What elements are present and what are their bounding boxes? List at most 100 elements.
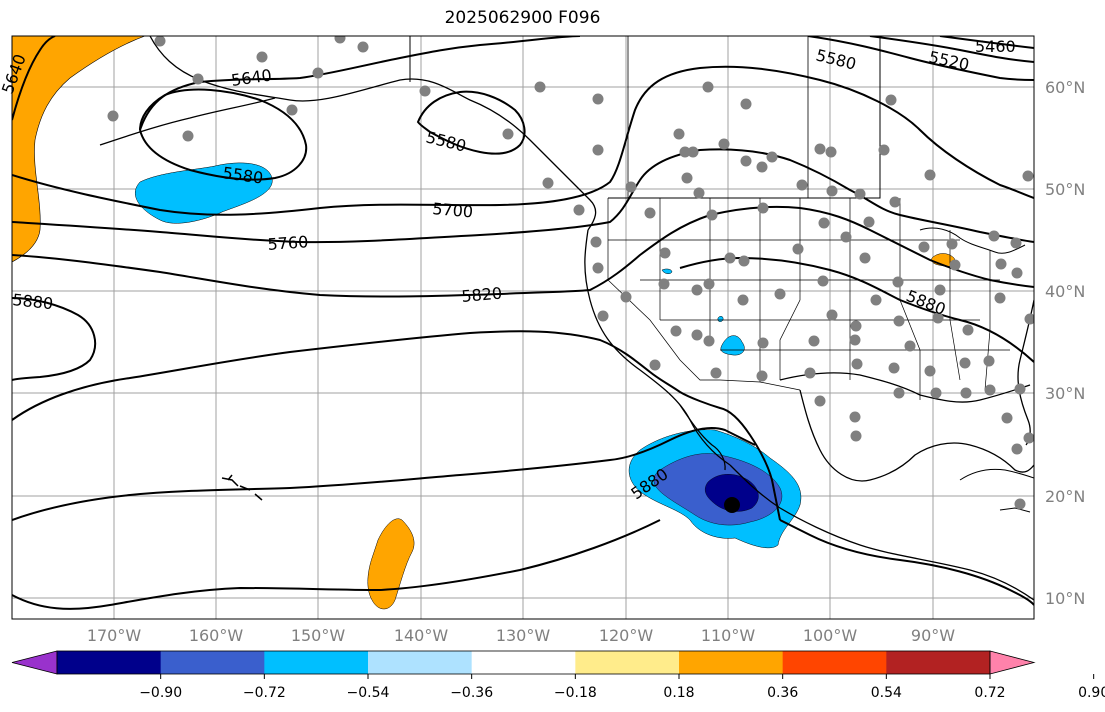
longitude-label: 170°W — [87, 626, 142, 645]
contour-5880-west — [12, 297, 97, 381]
contour-5580-closed-low — [139, 88, 308, 181]
contour-5760 — [12, 148, 1034, 244]
latitude-label: 50°N — [1045, 180, 1085, 199]
station-dot — [818, 217, 830, 229]
station-dot — [658, 278, 670, 290]
map-title: 2025062900 F096 — [444, 8, 601, 28]
colorbar-left-extension — [11, 650, 58, 675]
station-dot — [192, 73, 204, 85]
station-dot — [825, 146, 837, 158]
station-dot — [693, 187, 705, 199]
station-dot — [644, 207, 656, 219]
colorbar-segment — [264, 651, 369, 674]
station-dot — [182, 130, 194, 142]
latitude-label: 20°N — [1045, 487, 1085, 506]
contour-5460-5520 — [807, 36, 1034, 81]
station-dot — [892, 276, 904, 288]
station-dot — [1014, 498, 1026, 510]
station-dot — [893, 315, 905, 327]
station-dot — [724, 252, 736, 264]
station-dot — [502, 128, 514, 140]
station-dot — [988, 230, 1000, 242]
station-dot — [334, 36, 346, 44]
station-dot — [740, 98, 752, 110]
station-dot — [597, 310, 609, 322]
negative-anomaly-region-mexico-inner — [705, 474, 759, 512]
station-dot — [673, 128, 685, 140]
station-dot — [738, 255, 750, 267]
station-dot — [960, 387, 972, 399]
station-dot — [703, 335, 715, 347]
station-dot — [757, 337, 769, 349]
positive-anomaly-region-pacific — [367, 518, 415, 610]
station-dot — [849, 334, 861, 346]
station-dot — [1011, 443, 1023, 455]
station-dot — [851, 358, 863, 370]
longitude-label: 100°W — [803, 626, 858, 645]
contour-label: 5880 — [12, 290, 54, 313]
station-dot — [154, 36, 166, 47]
station-dot — [994, 292, 1006, 304]
contour-5820 — [12, 205, 1034, 298]
station-dot — [756, 370, 768, 382]
station-dot — [670, 325, 682, 337]
station-dot — [904, 340, 916, 352]
contour-label: 5460 — [975, 37, 1016, 56]
colorbar-segment — [782, 651, 887, 674]
contour-5640-northwest — [12, 36, 56, 121]
station-dot — [687, 146, 699, 158]
station-dot — [870, 294, 882, 306]
colorbar-tick-label: 0.54 — [871, 685, 902, 701]
station-dot — [808, 335, 820, 347]
station-dot — [949, 259, 961, 271]
station-markers — [107, 36, 1034, 510]
contour-5580-gulf — [416, 90, 526, 155]
colorbar-tick-label: −0.90 — [139, 685, 182, 701]
colorbar-frame — [56, 650, 991, 675]
station-dot — [286, 104, 298, 116]
colorbar-segment — [471, 651, 576, 674]
coastlines-and-borders — [99, 36, 1034, 601]
map-frame — [11, 35, 1035, 620]
contour-5880-mexico — [779, 519, 1034, 606]
station-dot — [984, 384, 996, 396]
station-dot — [766, 151, 778, 163]
station-dot — [918, 241, 930, 253]
station-dot — [814, 143, 826, 155]
contour-5880-main — [12, 330, 781, 521]
colorbar-segment — [679, 651, 784, 674]
station-dot — [826, 309, 838, 321]
station-dot — [1014, 383, 1026, 395]
station-dot — [625, 181, 637, 193]
station-dot — [702, 81, 714, 93]
station-dot — [679, 146, 691, 158]
latitude-label: 10°N — [1045, 589, 1085, 608]
longitude-label: 120°W — [599, 626, 654, 645]
station-dot — [718, 138, 730, 150]
colorbar-segment — [368, 651, 473, 674]
colorbar-tick-label: −0.54 — [347, 685, 390, 701]
station-dot — [703, 278, 715, 290]
station-dot — [983, 355, 995, 367]
colorbar-right-extension — [989, 650, 1036, 675]
station-dot — [737, 294, 749, 306]
station-dot — [804, 367, 816, 379]
colorbar-tick-labels: −0.90 −0.72 −0.54 −0.36 −0.18 0.18 0.36 0.54 0.7… — [139, 674, 1105, 701]
station-dot — [840, 231, 852, 243]
station-dot — [1024, 313, 1034, 325]
station-dot — [706, 209, 718, 221]
longitude-label: 150°W — [291, 626, 346, 645]
contour-pacific-south — [12, 519, 661, 610]
station-dot — [995, 258, 1007, 270]
station-dot — [592, 262, 604, 274]
station-dot — [863, 216, 875, 228]
station-dot — [796, 179, 808, 191]
station-dot — [357, 41, 369, 53]
station-dot — [826, 185, 838, 197]
station-dot — [542, 177, 554, 189]
contour-label: 5700 — [432, 199, 474, 221]
station-dot — [889, 196, 901, 208]
station-dot — [878, 144, 890, 156]
colorbar-tick-label: 0.18 — [663, 685, 694, 701]
